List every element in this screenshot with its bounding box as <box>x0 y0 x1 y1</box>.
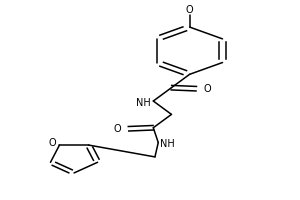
Text: O: O <box>203 84 211 94</box>
Text: O: O <box>48 138 56 148</box>
Text: NH: NH <box>136 98 151 108</box>
Text: O: O <box>114 124 121 134</box>
Text: NH: NH <box>160 139 175 149</box>
Text: O: O <box>186 5 194 15</box>
